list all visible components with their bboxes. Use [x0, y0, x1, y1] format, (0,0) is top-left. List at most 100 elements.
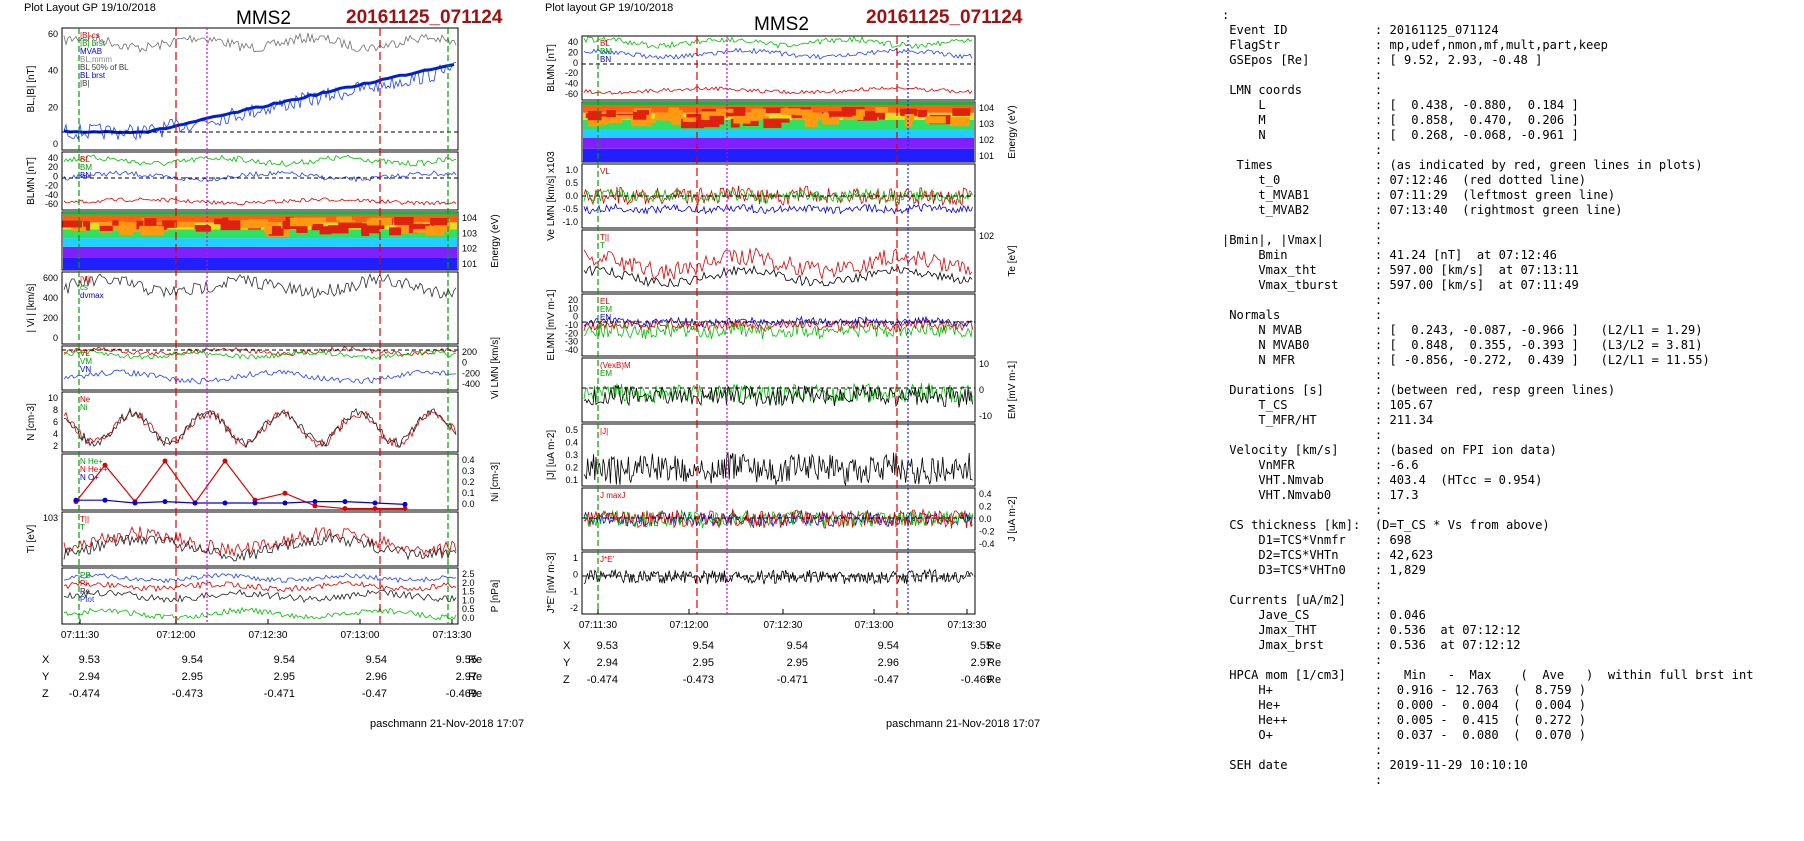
legend-entry: Ptot — [80, 595, 95, 604]
series-line — [63, 589, 457, 603]
position-row-label: X — [563, 640, 571, 652]
y-tick-label: 0.3 — [462, 466, 475, 476]
y-tick-label: -1 — [570, 586, 578, 596]
spectrogram-patch — [222, 217, 229, 228]
y-axis-label: BLMN [nT] — [26, 157, 37, 205]
info-line: VHT.Nmvab : 403.4 (HTcc = 0.954) — [1222, 473, 1543, 487]
panel-frame — [581, 487, 976, 551]
spectrogram-patch — [327, 225, 349, 234]
info-line: D2=TCS*VHTn : 42,623 — [1222, 548, 1434, 562]
info-line: N MFR : [ -0.856, -0.272, 0.439 ] (L2/L1… — [1222, 353, 1710, 367]
panel-frame — [581, 551, 976, 615]
series-line — [63, 531, 457, 562]
series-line — [63, 572, 457, 584]
BL-brst — [63, 61, 457, 141]
legend-entry: BN — [600, 55, 611, 64]
spectrogram-patch — [338, 222, 363, 229]
y-axis-label: Energy (eV) — [490, 214, 501, 267]
info-line: FlagStr : mp,udef,nmon,mf,mult,part,keep — [1222, 38, 1608, 52]
position-row-label: Y — [42, 671, 50, 683]
spectrogram-patch — [743, 116, 759, 126]
panel-frame — [61, 27, 459, 151]
info-line: : — [1222, 773, 1383, 787]
spectrogram-band — [583, 148, 974, 162]
spectrogram-patch — [682, 117, 697, 122]
legend-entry: PB — [80, 571, 91, 580]
spectrogram-patch — [289, 217, 313, 227]
position-value: 9.53 — [596, 640, 618, 652]
info-line: Times : (as indicated by red, green line… — [1222, 158, 1703, 172]
position-unit: Re — [987, 640, 1002, 652]
y-tick-label: -20 — [45, 181, 58, 191]
info-line: : — [1222, 743, 1383, 757]
spectrogram-patch — [857, 111, 878, 121]
y-tick-label: 103 — [462, 228, 477, 238]
spectrogram-patch — [855, 109, 865, 117]
info-line: |Bmin|, |Vmax| : — [1222, 233, 1383, 247]
position-value: -0.47 — [361, 688, 387, 700]
panel-3: 104 103 102 101 Energy (eV) — [61, 211, 501, 271]
y-tick-label: 103 — [979, 119, 994, 129]
info-line: SEH date : 2019-11-29 10:10:10 — [1222, 758, 1528, 772]
time-tick-label: 07:12:00 — [157, 630, 196, 640]
y-tick-label: 1 — [573, 553, 578, 563]
time-tick-label: 07:13:00 — [341, 630, 380, 640]
spectrogram-patch — [615, 115, 635, 120]
position-row-label: Y — [563, 657, 571, 669]
info-line: t_MVAB2 : 07:13:40 (rightmost green line… — [1222, 203, 1623, 217]
y-tick-label: 0 — [53, 333, 58, 343]
panel-frame — [61, 391, 459, 453]
spectrogram-patch — [878, 110, 886, 120]
y-tick-label: -60 — [45, 199, 58, 209]
series-line — [63, 170, 457, 183]
spectrogram-patch — [751, 108, 766, 116]
info-line: N MVAB : [ 0.243, -0.087, -0.966 ] (L2/L… — [1222, 323, 1703, 337]
legend-entry: VL — [600, 167, 610, 176]
position-value: 2.95 — [692, 657, 714, 669]
spectrogram-patch — [361, 225, 380, 234]
spectrogram-patch — [394, 216, 414, 225]
info-line: GSEpos [Re] : [ 9.52, 2.93, -0.48 ] — [1222, 53, 1543, 67]
y-tick-label: -10 — [979, 411, 992, 421]
spectrogram-patch — [780, 108, 801, 115]
y-tick-label: -1.0 — [562, 217, 578, 227]
y-tick-label: -60 — [565, 89, 578, 99]
info-line: VnMFR : -6.6 — [1222, 458, 1419, 472]
y-axis-label: | Vi | [km/s] — [26, 283, 37, 332]
legend-entry: N He++ — [80, 465, 108, 474]
spectrogram-patch — [804, 118, 818, 128]
time-tick-label: 07:11:30 — [579, 620, 618, 631]
spectrogram-patch — [805, 113, 830, 120]
mid-plot-header: Plot layout GP 19/10/2018 — [545, 2, 674, 14]
position-value: -0.471 — [776, 674, 808, 686]
spectrogram-patch — [870, 111, 885, 117]
y-tick-label: 0.2 — [565, 463, 578, 473]
legend-entry: dvmax — [80, 291, 104, 300]
spectrogram-patch — [630, 117, 652, 127]
spectrogram-patch — [220, 220, 241, 231]
info-line: : — [1222, 503, 1383, 517]
y-tick-label: 1.5 — [462, 587, 475, 597]
BL-smooth — [63, 63, 455, 135]
info-line: CS thickness [km]: (D=T_CS * Vs from abo… — [1222, 518, 1550, 532]
info-line: : — [1222, 293, 1383, 307]
series-line — [583, 47, 973, 60]
legend-entry: |B| brst — [80, 39, 106, 48]
legend-entry: BN — [80, 171, 91, 180]
legend-entry: VN — [80, 365, 91, 374]
y-tick-label: 101 — [462, 259, 477, 269]
position-unit: Re — [987, 674, 1002, 686]
info-line: Jmax_THT : 0.536 at 07:12:12 — [1222, 623, 1521, 637]
y-tick-label: -30 — [565, 337, 578, 347]
y-axis-label: EM [mV m-1] — [1007, 361, 1018, 420]
series-line — [583, 247, 973, 281]
position-value: -0.47 — [873, 674, 899, 686]
y-tick-label: 40 — [568, 37, 578, 47]
y-axis-label: BLMN [nT] — [546, 44, 557, 92]
info-line: L : [ 0.438, -0.880, 0.184 ] — [1222, 98, 1579, 112]
info-line: : — [1222, 143, 1383, 157]
y-tick-label: -10 — [565, 320, 578, 330]
position-value: 2.96 — [877, 657, 899, 669]
